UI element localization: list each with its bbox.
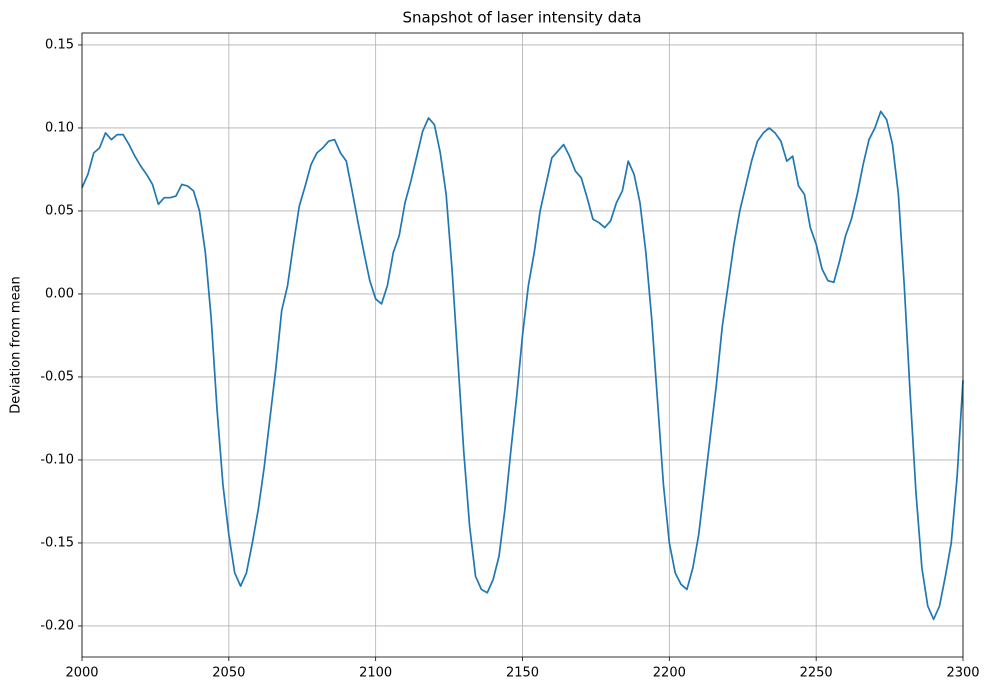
x-tick-label: 2100 — [359, 666, 392, 681]
x-tick-label: 2000 — [65, 666, 98, 681]
y-tick-label: -0.05 — [40, 369, 74, 384]
y-tick-label: 0.05 — [45, 203, 74, 218]
x-tick-label: 2250 — [800, 666, 833, 681]
plot-layer: -0.20 -0.15 -0.10 -0.05 0.00 0.05 0.10 0.15 2000… — [40, 33, 980, 681]
data-line — [81, 110, 964, 621]
x-tick-label: 2050 — [212, 666, 245, 681]
plot-frame — [81, 32, 964, 658]
y-tick-label: 0.10 — [45, 120, 74, 135]
x-tick-label: 2300 — [946, 666, 979, 681]
y-axis-label: Deviation from mean — [9, 276, 24, 414]
y-tick-label: 0.00 — [45, 286, 74, 301]
y-tick-label: -0.10 — [40, 452, 74, 467]
y-tick-label: -0.15 — [40, 535, 74, 550]
chart-title: Snapshot of laser intensity data — [402, 9, 641, 27]
x-tick-label: 2150 — [506, 666, 539, 681]
x-tick-label: 2200 — [653, 666, 686, 681]
y-tick-label: -0.20 — [40, 618, 74, 633]
y-tick-label: 0.15 — [45, 37, 74, 52]
